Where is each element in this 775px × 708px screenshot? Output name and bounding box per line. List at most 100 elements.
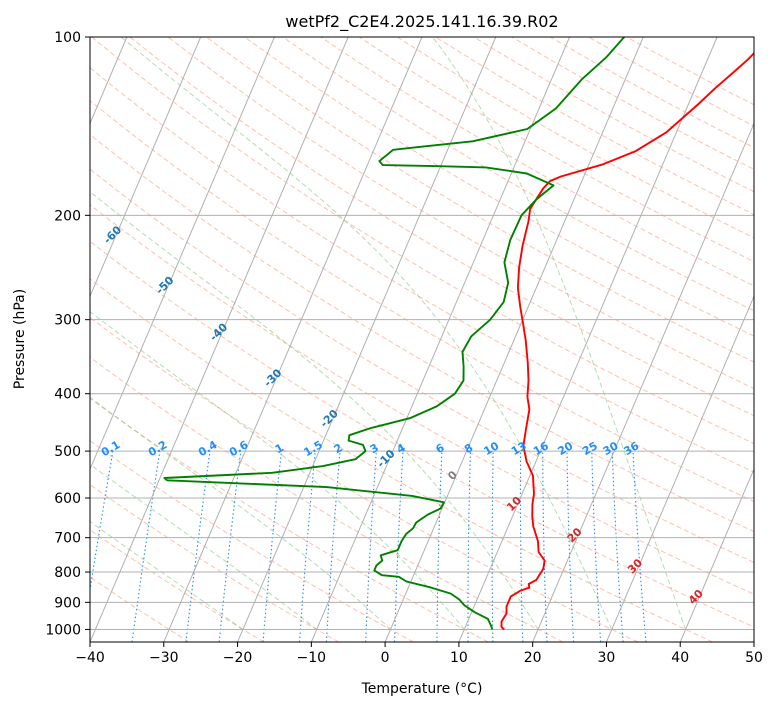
axes: −40 −30 −20 −10 0 10 20 30 40 5010020030040050060… (45, 30, 763, 666)
dry-adiabat (90, 576, 190, 642)
dry-adiabat (90, 67, 754, 473)
mixing-ratio-label: 4 (394, 441, 407, 456)
y-tick-label: 600 (54, 491, 81, 507)
mixing-ratio-label: 10 (482, 439, 502, 458)
isotherm-label: 20 (565, 525, 585, 545)
x-tick-label: 50 (745, 650, 763, 666)
mixing-ratio-line (185, 451, 211, 642)
mixing-ratio-label: 0.1 (99, 438, 122, 459)
mixing-ratio-label: 3 (368, 441, 381, 456)
isotherm-line (90, 37, 275, 471)
dry-adiabat (90, 240, 754, 628)
background-lines (90, 37, 754, 642)
y-tick-label: 100 (54, 30, 81, 46)
moist-adiabat (90, 463, 317, 630)
dewpoint-profile (163, 37, 625, 630)
isotherm-line (532, 122, 754, 642)
isotherm-line (90, 37, 202, 298)
moist-adiabat (90, 520, 244, 630)
isotherm-label: -70 (48, 174, 71, 197)
mixing-ratio-line (218, 451, 242, 642)
y-tick-label: 200 (54, 208, 81, 224)
y-tick-label: 700 (54, 531, 81, 547)
temperature-profile (500, 51, 754, 631)
dry-adiabat (90, 316, 639, 642)
moist-adiabat (90, 396, 391, 630)
chart-title: wetPf2_C2E4.2025.141.16.39.R02 (285, 12, 558, 32)
isotherm-line (458, 37, 718, 642)
isotherm-label: 30 (625, 556, 645, 576)
x-axis-label: Temperature (°C) (361, 681, 483, 697)
moist-adiabat (120, 37, 613, 630)
dry-adiabat (282, 37, 754, 312)
x-tick-label: 40 (671, 650, 689, 666)
mixing-ratio-label: 1 (273, 441, 286, 456)
mixing-ratio-label: 16 (531, 439, 551, 458)
dry-adiabat (90, 484, 339, 642)
x-tick-label: −20 (223, 650, 253, 666)
mixing-ratio-line (365, 451, 377, 642)
mixing-ratio-label: 36 (622, 439, 642, 458)
x-tick-label: 0 (381, 650, 390, 666)
mixing-ratio-line (90, 451, 114, 594)
dry-adiabat (90, 100, 754, 503)
isotherm-line (310, 37, 571, 642)
dry-adiabat (90, 278, 713, 642)
y-tick-label: 500 (54, 444, 81, 460)
moist-adiabat (90, 191, 539, 630)
x-tick-label: −40 (75, 650, 105, 666)
dry-adiabat (244, 37, 754, 337)
dry-adiabat (90, 529, 265, 642)
isotherm-label: -30 (261, 366, 284, 389)
mixing-ratio-label: 0.4 (196, 438, 220, 459)
mixing-ratio-line (436, 451, 443, 642)
y-tick-label: 900 (54, 595, 81, 611)
isotherm-label: -80 (0, 127, 18, 150)
y-tick-label: 300 (54, 313, 81, 329)
isotherm-line (384, 37, 644, 642)
dry-adiabat (320, 37, 754, 287)
mixing-ratio-line (467, 451, 472, 642)
isotherm-label: -40 (207, 320, 230, 343)
dry-adiabat (167, 37, 754, 390)
isotherm-line (90, 37, 349, 642)
y-axis-label: Pressure (hPa) (12, 289, 28, 389)
moist-adiabat (90, 310, 465, 630)
x-tick-label: 20 (524, 650, 542, 666)
isotherm-line (237, 37, 497, 642)
isotherm-line (753, 640, 754, 642)
x-tick-label: 30 (598, 650, 616, 666)
mixing-ratio-line (632, 451, 647, 642)
y-tick-label: 800 (54, 565, 81, 581)
dry-adiabat (90, 356, 564, 642)
y-tick-label: 1000 (45, 622, 81, 638)
dry-adiabat (435, 37, 754, 216)
y-tick-label: 400 (54, 387, 81, 403)
isotherm-line (163, 37, 423, 642)
plot-frame (89, 36, 755, 643)
isotherm-line (605, 295, 754, 642)
mixing-ratio-line (591, 451, 602, 642)
mixing-ratio-label: 20 (555, 439, 575, 458)
mixing-ratio-label: 1.5 (302, 438, 325, 459)
mixing-ratio-line (566, 451, 575, 642)
mixing-ratio-line (491, 451, 494, 642)
mixing-ratio-line (262, 451, 283, 642)
mixing-ratio-label: 6 (433, 441, 446, 456)
mixing-ratio-label: 25 (580, 439, 600, 458)
dry-adiabat (91, 37, 754, 445)
dry-adiabat (90, 397, 489, 642)
mixing-ratio-line (299, 451, 316, 642)
isotherm-line (679, 467, 754, 642)
dry-adiabat (206, 37, 754, 363)
isotherm-label: -60 (101, 223, 124, 246)
dry-adiabat (588, 37, 754, 127)
dry-adiabat (358, 37, 754, 263)
dry-adiabat (90, 440, 414, 642)
isotherm-label: -50 (153, 273, 176, 296)
dry-adiabat (90, 133, 754, 533)
dry-adiabat (626, 37, 754, 106)
moist-adiabat (432, 37, 687, 630)
mixing-ratio-line (611, 451, 624, 642)
